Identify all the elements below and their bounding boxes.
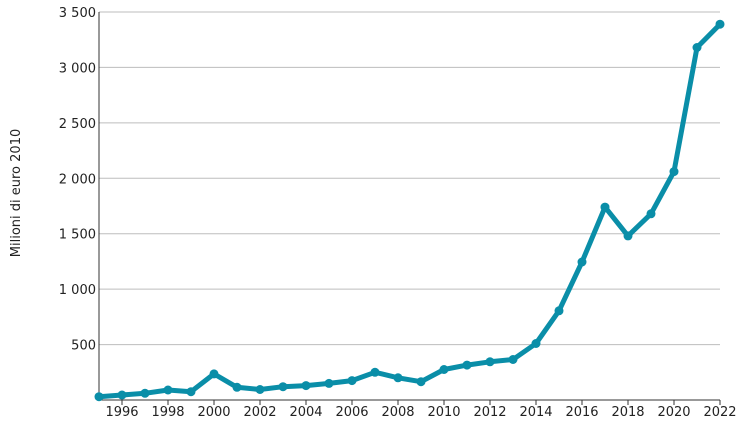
- x-tick-label: 2016: [565, 405, 598, 420]
- data-point: [186, 387, 196, 397]
- data-point: [94, 392, 104, 402]
- data-point: [715, 19, 725, 29]
- x-tick-labels: 1996 1998 2000 2002 2004 2006 2008 2010 2012 2014…: [105, 405, 736, 420]
- y-tick-label: 1 000: [59, 283, 96, 298]
- x-tick-label: 2006: [335, 405, 368, 420]
- data-point: [278, 382, 288, 392]
- data-point: [347, 376, 357, 386]
- x-tick-label: 2018: [611, 405, 644, 420]
- data-point: [577, 257, 587, 267]
- data-point: [554, 306, 564, 316]
- data-point: [439, 365, 449, 374]
- x-tick-label: 2022: [703, 405, 736, 420]
- x-tick-label: 2020: [657, 405, 690, 420]
- y-axis-title: Milioni di euro 2010: [9, 129, 24, 257]
- data-point: [301, 381, 311, 391]
- y-tick-label: 2 000: [59, 172, 96, 187]
- data-point: [646, 209, 656, 219]
- data-point: [600, 202, 610, 212]
- y-tick-label: 3 000: [59, 61, 96, 76]
- y-tick-label: 500: [71, 339, 96, 354]
- data-point: [669, 167, 679, 177]
- y-tick-label: 1 500: [59, 228, 96, 243]
- axes: [98, 12, 721, 405]
- data-point: [485, 357, 495, 367]
- x-tick-label: 2008: [381, 405, 414, 420]
- x-tick-label: 1998: [151, 405, 184, 420]
- data-point: [531, 339, 541, 348]
- y-tick-label: 2 500: [59, 117, 96, 132]
- data-point: [692, 43, 702, 52]
- data-point: [163, 385, 173, 395]
- x-tick-label: 2010: [427, 405, 460, 420]
- data-point: [232, 382, 242, 392]
- x-tick-label: 1996: [105, 405, 138, 420]
- x-tick-label: 2012: [473, 405, 506, 420]
- data-point: [324, 378, 334, 388]
- series-line: [96, 21, 723, 400]
- data-point: [255, 385, 265, 394]
- data-point: [370, 367, 380, 377]
- series-points: [94, 19, 725, 402]
- x-tick-label: 2000: [197, 405, 230, 420]
- data-point: [623, 231, 633, 241]
- data-point: [508, 355, 518, 364]
- data-point: [209, 369, 219, 379]
- gridlines: [99, 11, 720, 346]
- y-tick-label: 3 500: [59, 6, 96, 21]
- series-line-path: [96, 21, 723, 400]
- data-point: [462, 360, 472, 370]
- data-point: [140, 388, 150, 398]
- data-point: [416, 377, 426, 387]
- x-tick-label: 2014: [519, 405, 552, 420]
- x-tick-label: 2002: [243, 405, 276, 420]
- x-tick-label: 2004: [289, 405, 322, 420]
- data-point: [117, 390, 127, 400]
- y-tick-labels: 500 1 000 1 500 2 000 2 500 3 000 3 500: [59, 6, 96, 354]
- data-point: [393, 373, 403, 383]
